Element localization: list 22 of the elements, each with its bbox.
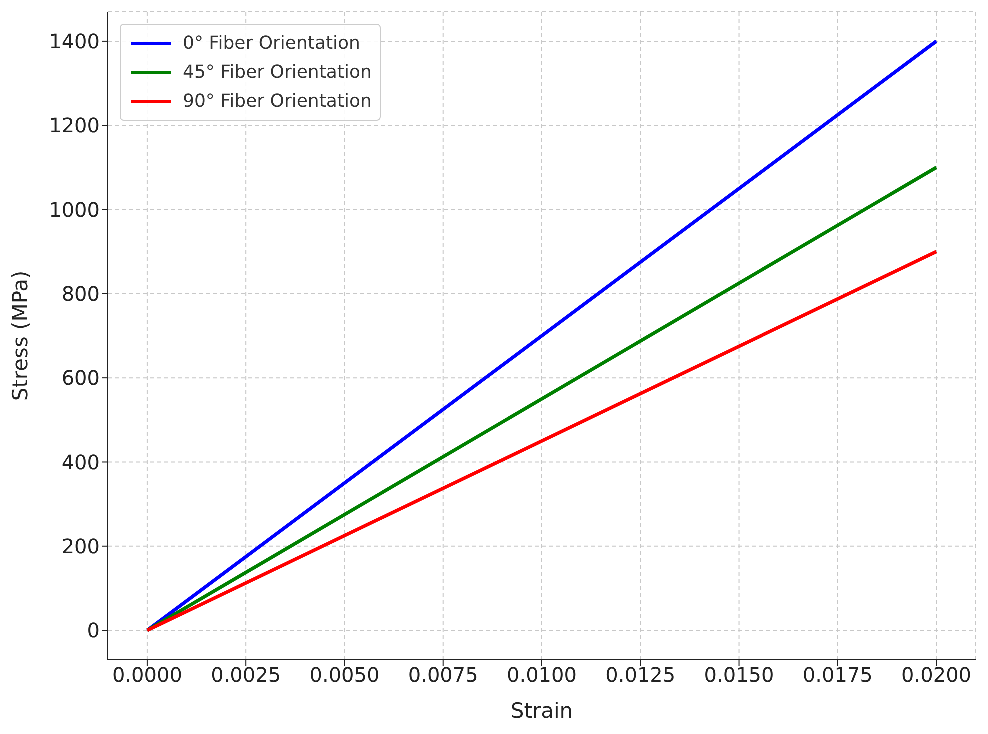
x-tick-label: 0.0150	[704, 663, 774, 688]
x-tick-label: 0.0025	[211, 663, 282, 688]
x-tick-label: 0.0100	[507, 663, 577, 688]
legend-label: 0° Fiber Orientation	[183, 33, 360, 54]
x-tick-label: 0.0000	[112, 663, 182, 688]
y-tick-label: 600	[62, 366, 100, 390]
y-tick-label: 200	[62, 534, 100, 558]
x-tick-label: 0.0175	[802, 663, 873, 688]
y-tick-label: 800	[62, 282, 100, 306]
y-tick-label: 0	[87, 618, 100, 643]
y-tick-label: 1200	[49, 114, 100, 138]
legend-label: 90° Fiber Orientation	[183, 91, 372, 112]
legend-label: 45° Fiber Orientation	[183, 62, 372, 83]
x-axis-title: Strain	[510, 699, 574, 723]
y-tick-label: 1000	[49, 198, 100, 222]
x-tick-label: 0.0125	[606, 663, 676, 688]
y-axis-title: Stress (MPa)	[8, 270, 32, 402]
y-tick-label: 400	[62, 450, 100, 474]
x-tick-label: 0.0050	[310, 663, 380, 688]
y-tick-label: 1400	[49, 30, 100, 54]
x-tick-label: 0.0075	[408, 663, 478, 688]
x-tick-label: 0.0200	[902, 663, 972, 688]
